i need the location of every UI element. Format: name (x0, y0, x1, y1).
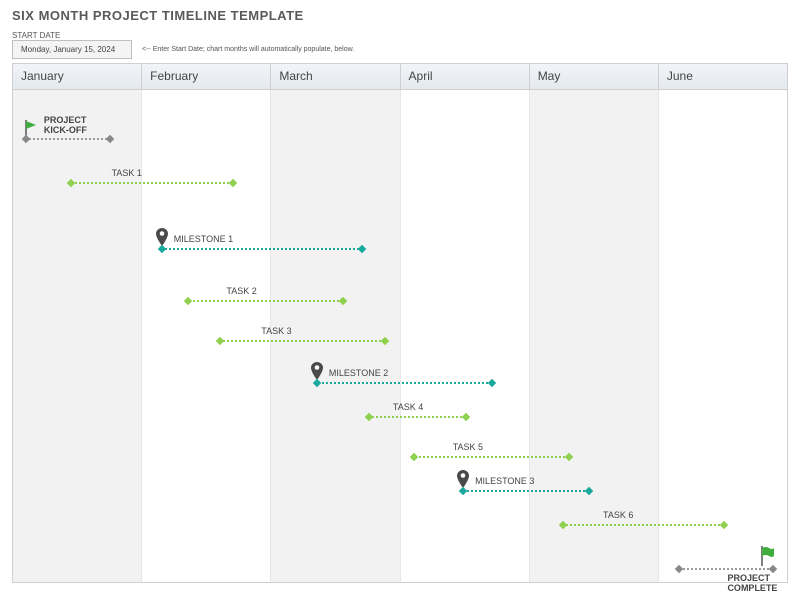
task-bar: TASK 2 (188, 300, 343, 302)
task-bar: TASK 1 (71, 182, 233, 184)
month-header-row: JanuaryFebruaryMarchAprilMayJune (13, 64, 787, 90)
kickoff-marker: PROJECTKICK-OFF (26, 138, 110, 140)
milestone-label: MILESTONE 2 (329, 368, 388, 378)
month-column (659, 90, 787, 582)
month-header-cell: May (530, 64, 659, 89)
kickoff-label: PROJECTKICK-OFF (44, 116, 87, 136)
start-date-hint: <-- Enter Start Date; chart months will … (142, 46, 354, 53)
milestone-label: MILESTONE 3 (475, 476, 534, 486)
milestone-bar: MILESTONE 2 (317, 382, 492, 384)
month-column (401, 90, 530, 582)
month-column (142, 90, 271, 582)
task-label: TASK 2 (226, 286, 256, 296)
page-title: SIX MONTH PROJECT TIMELINE TEMPLATE (12, 8, 788, 23)
task-bar: TASK 5 (414, 456, 569, 458)
task-label: TASK 3 (261, 326, 291, 336)
month-column (13, 90, 142, 582)
milestone-label: MILESTONE 1 (174, 234, 233, 244)
milestone-bar: MILESTONE 1 (162, 248, 362, 250)
month-grid (13, 90, 787, 582)
task-label: TASK 5 (453, 442, 483, 452)
month-column (271, 90, 400, 582)
milestone-bar: MILESTONE 3 (463, 490, 588, 492)
month-header-cell: January (13, 64, 142, 89)
task-label: TASK 4 (393, 402, 423, 412)
complete-marker: PROJECTCOMPLETE (679, 568, 773, 570)
start-date-label: START DATE (12, 31, 788, 40)
task-label: TASK 6 (603, 510, 633, 520)
month-header-cell: April (401, 64, 530, 89)
timeline-chart: JanuaryFebruaryMarchAprilMayJune PROJECTK… (12, 63, 788, 583)
month-header-cell: February (142, 64, 271, 89)
start-date-row: Monday, January 15, 2024 <-- Enter Start… (12, 40, 788, 59)
task-bar: TASK 3 (220, 340, 386, 342)
month-column (530, 90, 659, 582)
start-date-input[interactable]: Monday, January 15, 2024 (12, 40, 132, 59)
complete-label: PROJECTCOMPLETE (727, 574, 777, 594)
task-bar: TASK 4 (369, 416, 466, 418)
month-header-cell: March (271, 64, 400, 89)
month-header-cell: June (659, 64, 787, 89)
task-label: TASK 1 (112, 168, 142, 178)
task-bar: TASK 6 (563, 524, 725, 526)
